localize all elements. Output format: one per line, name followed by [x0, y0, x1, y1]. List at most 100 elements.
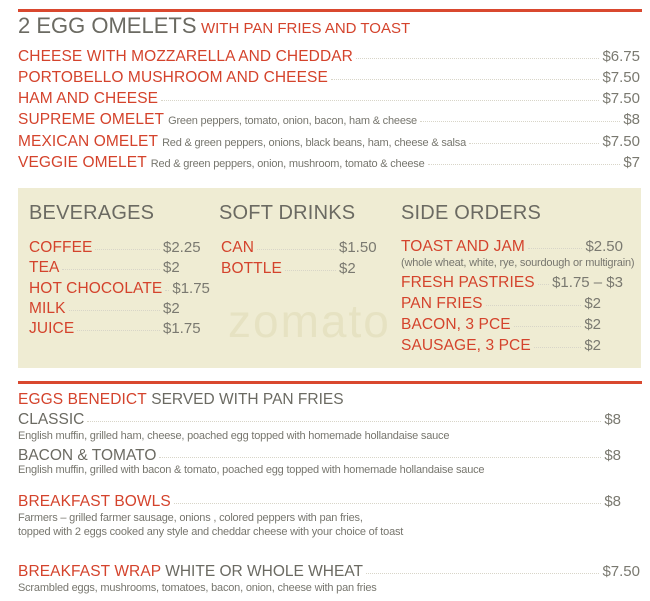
item-description: Red & green peppers, onion, mushroom, to…: [150, 158, 425, 170]
item-price: $1.50: [339, 239, 377, 256]
leader-dots: [533, 347, 582, 348]
item-name: PORTOBELLO MUSHROOM AND CHEESE: [18, 69, 328, 86]
divider: [18, 9, 642, 12]
item-price: $7.50: [602, 69, 640, 86]
item-name: BACON & TOMATO: [18, 447, 157, 464]
item-price: $7: [623, 154, 640, 171]
item-name: SUPREME OMELET: [18, 111, 165, 128]
item-name: COFFEE: [29, 239, 93, 256]
item-name: CLASSIC: [18, 411, 85, 428]
leader-dots: [419, 121, 621, 122]
divider: [18, 381, 642, 384]
item-price: $2: [584, 295, 601, 312]
section-subtitle: WITH PAN FRIES AND TOAST: [200, 20, 411, 37]
menu-item: HAM AND CHEESE $7.50: [18, 90, 640, 108]
leader-dots: [161, 100, 600, 101]
item-price: $2.25: [163, 239, 201, 256]
leader-dots: [527, 248, 583, 249]
item-price: $2: [339, 260, 356, 277]
item-name: MILK: [29, 300, 66, 317]
menu-item-breakfast-bowls: BREAKFAST BOWLS $8: [18, 493, 621, 511]
item-price: $6.75: [602, 48, 640, 65]
item-price: $2: [163, 259, 180, 276]
item-price: $8: [604, 447, 621, 464]
leader-dots: [485, 305, 582, 306]
item-price: $7.50: [602, 90, 640, 107]
menu-item: SAUSAGE, 3 PCE $2: [401, 337, 601, 355]
item-description: topped with 2 eggs cooked any style and …: [18, 526, 404, 538]
item-description: Farmers – grilled farmer sausage, onions…: [18, 512, 363, 524]
omelets-heading: 2 EGG OMELETS WITH PAN FRIES AND TOAST: [18, 13, 410, 39]
leader-dots: [159, 457, 602, 458]
item-name: CHEESE WITH MOZZARELLA AND CHEDDAR: [18, 48, 353, 65]
leader-dots: [330, 79, 600, 80]
side-orders-title: SIDE ORDERS: [401, 202, 542, 224]
leader-dots: [173, 503, 602, 504]
menu-item: TOAST AND JAM $2.50: [401, 238, 623, 256]
item-description: Red & green peppers, onions, black beans…: [162, 137, 466, 149]
menu-item: PORTOBELLO MUSHROOM AND CHEESE $7.50: [18, 69, 640, 87]
item-price: $2: [163, 300, 180, 317]
section-subtitle: SERVED WITH PAN FRIES: [151, 391, 344, 408]
menu-item: COFFEE $2.25: [29, 239, 205, 257]
leader-dots: [427, 164, 621, 165]
item-price: $7.50: [602, 563, 640, 580]
menu-item: BOTTLE $2: [221, 260, 381, 278]
menu-item: SUPREME OMELET Green peppers, tomato, oni…: [18, 111, 640, 129]
leader-dots: [469, 143, 600, 144]
item-price: $2: [584, 316, 601, 333]
menu-item: TEA $2: [29, 259, 205, 277]
item-name: HAM AND CHEESE: [18, 90, 159, 107]
leader-dots: [537, 284, 550, 285]
menu-item: JUICE $1.75: [29, 320, 205, 338]
menu-item: PAN FRIES $2: [401, 295, 601, 313]
leader-dots: [87, 421, 602, 422]
benedict-heading: EGGS BENEDICT SERVED WITH PAN FRIES: [18, 391, 344, 409]
menu-item: HOT CHOCOLATE $1.75: [29, 280, 210, 298]
menu-item: CAN $1.50: [221, 239, 381, 257]
item-name: PAN FRIES: [401, 295, 483, 312]
item-description: Green peppers, tomato, onion, bacon, ham…: [168, 115, 417, 127]
leader-dots: [77, 330, 160, 331]
menu-item: VEGGIE OMELET Red & green peppers, onion,…: [18, 154, 640, 172]
drinks-sides-panel: [18, 188, 641, 368]
item-name: VEGGIE OMELET: [18, 154, 147, 171]
leader-dots: [68, 310, 160, 311]
menu-item: MILK $2: [29, 300, 205, 318]
item-price: $1.75: [172, 280, 210, 297]
item-price: $2: [584, 337, 601, 354]
item-name: BOTTLE: [221, 260, 282, 277]
leader-dots: [355, 58, 600, 59]
item-name: MEXICAN OMELET: [18, 133, 159, 150]
item-price: $1.75 – $3: [552, 274, 623, 291]
item-name: BACON, 3 PCE: [401, 316, 511, 333]
menu-item: FRESH PASTRIES $1.75 – $3: [401, 274, 623, 292]
item-name: JUICE: [29, 320, 75, 337]
item-subtitle: WHITE OR WHOLE WHEAT: [165, 563, 363, 580]
item-name: SAUSAGE, 3 PCE: [401, 337, 531, 354]
item-name: TEA: [29, 259, 60, 276]
menu-item: BACON, 3 PCE $2: [401, 316, 601, 334]
leader-dots: [95, 249, 160, 250]
item-name: TOAST AND JAM: [401, 238, 525, 255]
item-name: BREAKFAST WRAP: [18, 563, 162, 580]
leader-dots: [284, 270, 336, 271]
item-note: (whole wheat, white, rye, sourdough or m…: [401, 257, 635, 269]
beverages-title: BEVERAGES: [29, 202, 155, 224]
menu-item-breakfast-wrap: BREAKFAST WRAP WHITE OR WHOLE WHEAT $7.50: [18, 563, 640, 581]
item-name: CAN: [221, 239, 255, 256]
item-name: FRESH PASTRIES: [401, 274, 535, 291]
item-description: Scrambled eggs, mushrooms, tomatoes, bac…: [18, 582, 377, 594]
menu-item: CHEESE WITH MOZZARELLA AND CHEDDAR $6.75: [18, 48, 640, 66]
leader-dots: [62, 269, 160, 270]
item-price: $1.75: [163, 320, 201, 337]
menu-item: MEXICAN OMELET Red & green peppers, onion…: [18, 133, 640, 151]
soft-drinks-title: SOFT DRINKS: [219, 202, 356, 224]
menu-item: CLASSIC $8: [18, 411, 621, 429]
item-price: $2.50: [585, 238, 623, 255]
leader-dots: [257, 249, 336, 250]
item-name: BREAKFAST BOWLS: [18, 493, 171, 510]
menu-item: BACON & TOMATO $8: [18, 447, 621, 465]
section-title: EGGS BENEDICT: [18, 391, 147, 408]
item-description: English muffin, grilled ham, cheese, poa…: [18, 430, 450, 442]
